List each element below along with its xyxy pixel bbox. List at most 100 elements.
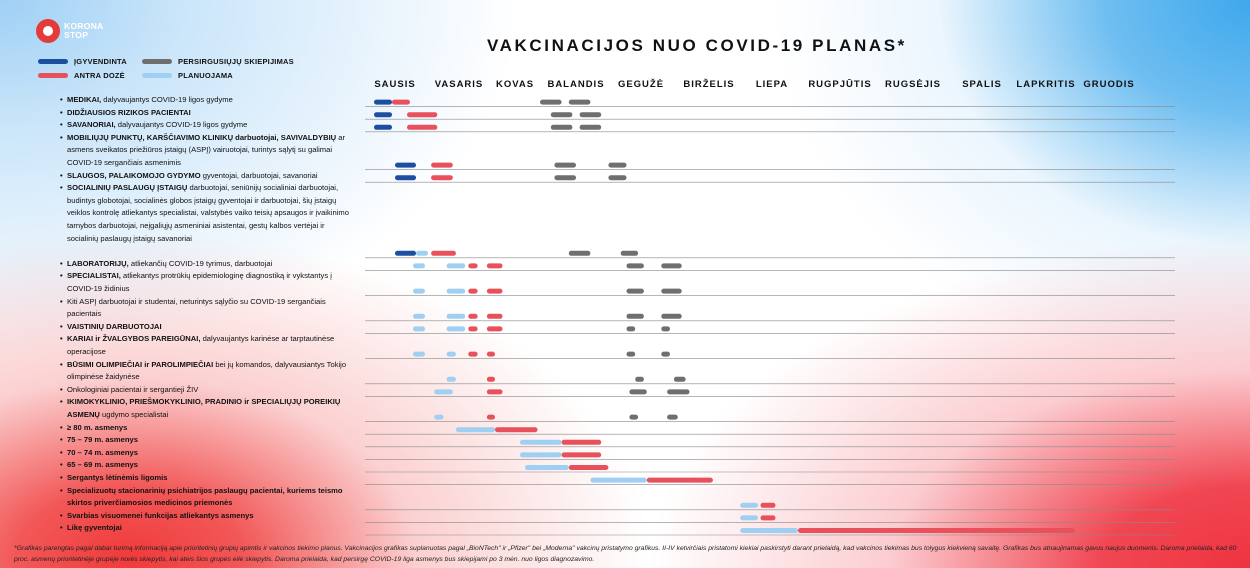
gantt-bar bbox=[667, 389, 690, 395]
gantt-bar bbox=[374, 99, 392, 105]
legend-planned: PLANUOJAMA bbox=[142, 71, 233, 80]
gantt-bar bbox=[661, 351, 670, 357]
group-label: KARIAI ir ŽVALGYBOS PAREIGŪNAI, dalyvauj… bbox=[60, 333, 357, 358]
group-label-rest: dalyvaujantys COVID-19 ligos gydyme bbox=[115, 120, 248, 130]
legend-implemented: ĮGYVENDINTA bbox=[38, 57, 127, 66]
gantt-bar bbox=[550, 124, 573, 130]
gantt-bar bbox=[740, 528, 798, 533]
group-label: 75 – 79 m. asmenys bbox=[60, 434, 357, 447]
group-label-bold: Svarbias visuomenei funkcijas atliekanty… bbox=[67, 510, 254, 520]
month-label: RUGSĖJIS bbox=[884, 79, 942, 90]
group-label-bold: SLAUGOS, PALAIKOMOJO GYDYMO bbox=[67, 170, 201, 180]
group-label-rest: bei jų komandos, dalyvausiantys Tokijo o… bbox=[67, 359, 347, 382]
group-label: Kiti ASPĮ darbuotojai ir studentai, netu… bbox=[60, 296, 357, 321]
gantt-bar bbox=[661, 263, 682, 269]
korona-stop-logo: KORONA STOP bbox=[36, 19, 104, 43]
gantt-bar bbox=[579, 124, 602, 130]
group-label-rest: Kiti ASPĮ darbuotojai ir studentai, netu… bbox=[67, 296, 326, 319]
group-label-bold: Sergantys lėtinėmis ligomis bbox=[67, 473, 168, 482]
gantt-bar bbox=[626, 313, 644, 319]
gantt-bar bbox=[561, 452, 602, 458]
gantt-bar bbox=[673, 376, 686, 382]
legend-second-dose-swatch bbox=[38, 73, 68, 78]
group-label-bold: SAVANORIAI, bbox=[67, 120, 116, 130]
gantt-bar bbox=[413, 263, 425, 269]
gantt-bar bbox=[667, 414, 678, 420]
gantt-bar bbox=[620, 250, 639, 256]
gantt-bar bbox=[626, 351, 636, 357]
group-label-bold: IKIMOKYKLINIO, PRIEŠMOKYKLINIO, PRADINIO… bbox=[67, 397, 341, 419]
group-label-bold: ≥ 80 m. asmenys bbox=[67, 422, 128, 432]
gantt-bar bbox=[374, 112, 392, 118]
group-label: Onkologiniai pacientai ir sergantieji ŽI… bbox=[60, 384, 357, 397]
gantt-bar bbox=[486, 376, 495, 382]
gantt-bar bbox=[568, 250, 591, 256]
logo-line-1: KORONA bbox=[64, 21, 104, 31]
gantt-bar bbox=[413, 288, 425, 294]
gantt-bar bbox=[413, 313, 425, 319]
group-label: Likę gyventojai bbox=[60, 522, 357, 535]
group-label-bold: VAISTINIŲ DARBUOTOJAI bbox=[67, 321, 162, 331]
gantt-bar bbox=[520, 452, 562, 458]
group-label-bold: MOBILIŲJŲ PUNKTŲ, KARŠČIAVIMO KLINIKŲ da… bbox=[67, 132, 337, 142]
gantt-bar bbox=[468, 263, 478, 269]
gantt-bar bbox=[413, 351, 425, 357]
group-label-bold: DIDŽIAUSIOS RIZIKOS PACIENTAI bbox=[67, 107, 191, 117]
gantt-bar bbox=[392, 99, 410, 105]
legend-second-dose: ANTRA DOZĖ bbox=[38, 71, 125, 80]
group-label: IKIMOKYKLINIO, PRIEŠMOKYKLINIO, PRADINIO… bbox=[60, 396, 357, 421]
group-label-rest: ugdymo specialistai bbox=[99, 409, 169, 419]
gantt-bar bbox=[568, 465, 609, 470]
logo-mark-icon bbox=[36, 19, 60, 43]
legend-planned-label: PLANUOJAMA bbox=[178, 71, 233, 80]
group-label-bold: SOCIALINIŲ PASLAUGŲ ĮSTAIGŲ bbox=[67, 183, 188, 193]
gantt-bar bbox=[413, 326, 425, 332]
group-label-rest: dalyvaujantys COVID-19 ligos gydyme bbox=[101, 95, 233, 104]
group-label-bold: MEDIKAI, bbox=[67, 95, 102, 104]
gantt-bar bbox=[608, 162, 627, 168]
group-label-bold: 65 – 69 m. asmenys bbox=[67, 460, 138, 470]
legend-second-dose-label: ANTRA DOZĖ bbox=[74, 71, 125, 80]
group-label-bold: KARIAI ir ŽVALGYBOS PAREIGŪNAI, bbox=[67, 334, 201, 344]
gantt-bar bbox=[468, 351, 478, 357]
gantt-bar bbox=[446, 376, 456, 382]
gantt-bar bbox=[407, 124, 438, 130]
chart-title: VAKCINACIJOS NUO COVID-19 PLANAS* bbox=[487, 36, 907, 55]
legend-implemented-swatch bbox=[38, 59, 68, 64]
logo-line-2: STOP bbox=[64, 30, 89, 40]
gantt-bar bbox=[554, 162, 576, 168]
group-label: Sergantys lėtinėmis ligomis bbox=[60, 472, 357, 485]
gantt-bar bbox=[486, 326, 503, 332]
gantt-bar bbox=[486, 288, 503, 294]
gantt-bar bbox=[520, 439, 562, 445]
group-label: BŪSIMI OLIMPIEČIAI ir PAROLIMPIEČIAI bei… bbox=[60, 359, 357, 384]
gantt-bar bbox=[434, 389, 453, 395]
group-label: SPECIALISTAI, atliekantys protrūkių epid… bbox=[60, 270, 357, 295]
gantt-bar bbox=[455, 427, 495, 433]
gantt-bar bbox=[740, 515, 758, 521]
group-label: Specializuotų stacionarinių psichiatrijo… bbox=[60, 485, 357, 510]
gantt-bar bbox=[661, 313, 682, 319]
month-label: LAPKRITIS bbox=[1016, 79, 1076, 90]
gantt-bar bbox=[629, 389, 647, 395]
group-label: 65 – 69 m. asmenys bbox=[60, 459, 357, 472]
gantt-bar bbox=[486, 263, 503, 269]
month-label: VASARIS bbox=[434, 79, 484, 90]
gantt-bar bbox=[661, 288, 682, 294]
gantt-bar bbox=[561, 439, 602, 445]
month-label: SPALIS bbox=[962, 79, 1002, 90]
gantt-bar bbox=[760, 502, 776, 508]
group-label: Svarbias visuomenei funkcijas atliekanty… bbox=[60, 510, 357, 523]
group-label-bold: Specializuotų stacionarinių psichiatrijo… bbox=[67, 485, 343, 508]
month-label: RUGPJŪTIS bbox=[808, 79, 872, 90]
group-label-bold: BŪSIMI OLIMPIEČIAI ir PAROLIMPIEČIAI bbox=[67, 359, 214, 369]
group-label: VAISTINIŲ DARBUOTOJAI bbox=[60, 321, 357, 334]
gantt-bar bbox=[486, 313, 503, 319]
gantt-bar bbox=[431, 162, 453, 168]
group-label-rest: darbuotojai, seniūnijų socialiniai darbu… bbox=[67, 183, 349, 243]
group-label-rest: Onkologiniai pacientai ir sergantieji ŽI… bbox=[67, 384, 199, 394]
group-label: MEDIKAI, dalyvaujantys COVID-19 ligos gy… bbox=[60, 94, 357, 107]
legend-recovered: PERSIRGUSIŲJŲ SKIEPIJIMAS bbox=[142, 57, 294, 66]
gantt-bar bbox=[579, 112, 602, 118]
